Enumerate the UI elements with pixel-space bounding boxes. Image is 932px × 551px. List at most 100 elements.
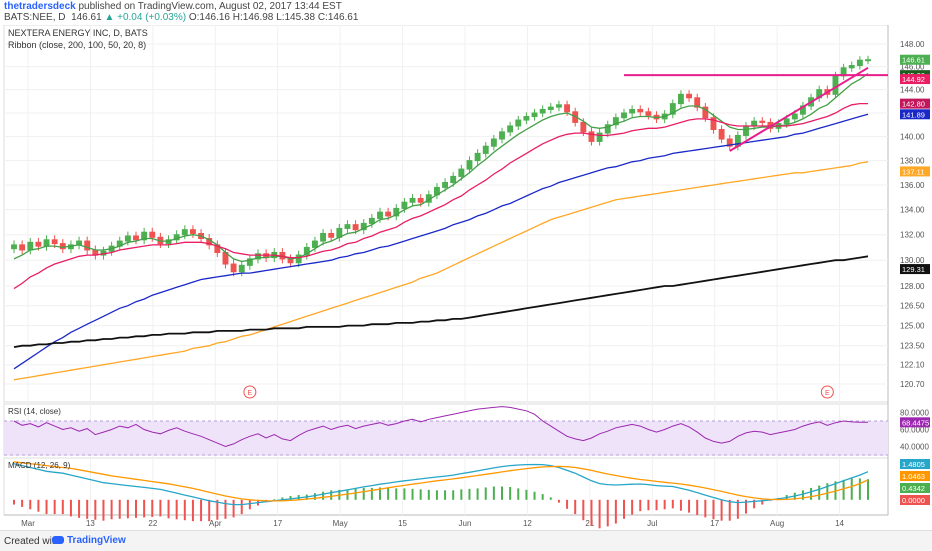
candle <box>320 232 327 242</box>
earnings-marker <box>820 385 834 399</box>
macd-histogram-bar <box>525 489 528 500</box>
price-tick-label: 122.10 <box>900 361 925 370</box>
macd-histogram-bar <box>435 490 438 500</box>
macd-histogram-bar <box>78 499 81 518</box>
macd-histogram-bar <box>818 485 821 500</box>
candle <box>523 116 530 121</box>
time-tick-label: 13 <box>86 519 95 528</box>
candle <box>393 207 400 217</box>
macd-histogram-bar <box>736 499 739 519</box>
macd-histogram-bar <box>810 487 813 500</box>
candle <box>629 108 636 114</box>
macd-histogram-bar <box>53 499 56 515</box>
macd-histogram-bar <box>720 499 723 521</box>
candle <box>352 224 359 231</box>
macd-title: MACD (12, 26, 9) <box>8 461 71 470</box>
ribbon-line-ema-50 <box>13 113 869 370</box>
time-tick-label: Jul <box>647 519 657 528</box>
last-price: 146.61 <box>71 12 102 23</box>
candle <box>865 59 871 62</box>
price-tick-label: 123.50 <box>900 342 925 351</box>
candle <box>832 75 839 95</box>
macd-histogram-bar <box>102 499 105 521</box>
earnings-marker-label: E <box>825 390 830 397</box>
macd-value-label: 0.0000 <box>902 496 925 505</box>
price-tick-label: 136.00 <box>900 181 925 190</box>
macd-value-tag <box>900 459 930 469</box>
macd-histogram-bar <box>248 499 251 510</box>
macd-value-label: 1.4805 <box>902 460 925 469</box>
time-tick-label: Jun <box>459 519 472 528</box>
macd-histogram-bar <box>191 499 194 522</box>
time-tick-label: 21 <box>585 519 594 528</box>
quote-line: BATS:NEE, D 146.61 ▲ +0.04 (+0.03%) O:14… <box>4 12 358 24</box>
price-tick-label: 134.00 <box>900 206 925 215</box>
candle <box>19 244 26 251</box>
ribbon-line-ema-100 <box>13 161 869 381</box>
candle <box>43 239 50 247</box>
candle <box>588 131 595 142</box>
macd-histogram-bar <box>688 499 691 513</box>
price-tick-label: 125.00 <box>900 322 925 331</box>
earnings-marker <box>243 385 257 399</box>
price-tag <box>900 98 930 109</box>
macd-histogram-bar <box>37 499 40 512</box>
candle <box>726 138 733 147</box>
chart-canvas[interactable]: 148.00146.00144.00142.00140.00138.00136.… <box>0 25 932 530</box>
macd-signal-line <box>13 461 869 502</box>
time-tick-label: 15 <box>398 519 407 528</box>
macd-histogram-bar <box>322 491 325 500</box>
rsi-band <box>4 421 888 455</box>
rsi-value-label: 68.4475 <box>902 418 929 427</box>
time-tick-label: Apr <box>209 519 222 528</box>
price-tag-label: 144.92 <box>902 75 925 84</box>
time-tick-label: 22 <box>148 519 157 528</box>
candle <box>547 106 554 110</box>
macd-histogram-bar <box>850 478 853 500</box>
macd-histogram-bar <box>403 488 406 500</box>
macd-histogram-bar <box>468 488 471 500</box>
macd-histogram-bar <box>240 499 243 515</box>
price-tick-label: 140.00 <box>900 133 925 142</box>
price-tick-label: 148.00 <box>900 40 925 49</box>
candle <box>604 124 611 134</box>
candle <box>84 240 91 251</box>
candle <box>51 239 58 245</box>
macd-histogram-bar <box>452 490 455 500</box>
macd-histogram-bar <box>13 499 15 505</box>
candle <box>344 224 351 229</box>
macd-value-label: 0.4342 <box>902 484 925 493</box>
macd-histogram-bar <box>696 499 699 515</box>
candle <box>751 120 758 127</box>
macd-histogram-bar <box>379 487 381 500</box>
price-tag <box>900 109 930 120</box>
candle <box>856 59 863 67</box>
time-tick-label: Aug <box>770 519 784 528</box>
macd-histogram-bar <box>753 499 756 509</box>
candle <box>612 117 619 126</box>
macd-histogram-bar <box>45 499 48 515</box>
indicator-label: Ribbon (close, 200, 100, 50, 20, 8) <box>8 40 146 50</box>
candle <box>442 182 449 188</box>
candle <box>360 222 367 231</box>
macd-histogram-bar <box>86 499 89 519</box>
published-text: published on TradingView.com, August 02,… <box>78 1 342 12</box>
tradingview-brand: TradingView <box>67 535 126 546</box>
macd-histogram-bar <box>118 499 121 519</box>
candle <box>328 232 335 238</box>
macd-histogram-bar <box>224 499 227 519</box>
candle <box>11 244 17 250</box>
tradingview-logo[interactable]: TradingView <box>52 535 126 546</box>
price-tag <box>900 166 930 177</box>
rsi-tick-label: 40.0000 <box>900 443 929 452</box>
macd-histogram-bar <box>61 499 64 515</box>
macd-histogram-bar <box>183 499 186 521</box>
candle <box>482 145 489 154</box>
tradingview-icon <box>52 536 64 545</box>
candle <box>417 198 424 203</box>
price-tick-label: 144.00 <box>900 86 925 95</box>
macd-histogram-bar <box>712 499 715 520</box>
candle <box>743 125 749 136</box>
author-link[interactable]: thetradersdeck <box>4 1 76 12</box>
candle <box>759 120 766 123</box>
